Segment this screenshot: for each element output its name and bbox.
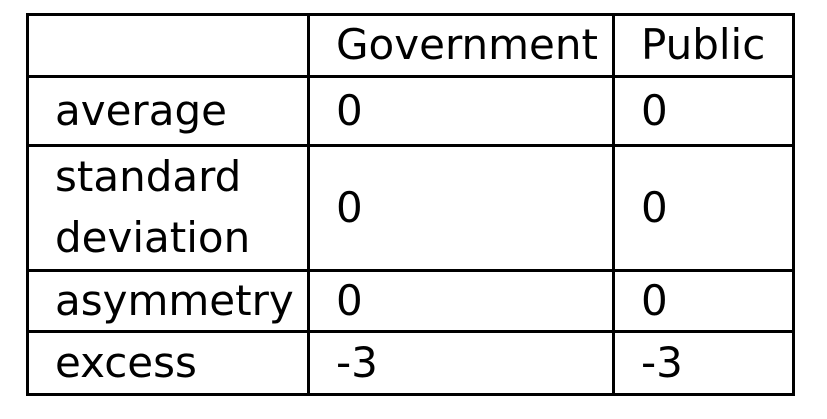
cell-average-public: 0 xyxy=(612,75,795,147)
cell-standard-deviation-public: 0 xyxy=(612,144,795,272)
statistics-table: Government Public average 0 0 standard d… xyxy=(26,13,795,396)
header-public: Public xyxy=(612,13,795,78)
row-label-excess: excess xyxy=(26,329,310,396)
cell-asymmetry-government: 0 xyxy=(307,268,615,333)
row-label-line-2: deviation xyxy=(55,212,251,262)
row-label-average: average xyxy=(26,75,310,147)
cell-standard-deviation-government: 0 xyxy=(307,144,615,272)
row-label-line-1: standard xyxy=(55,152,242,201)
table-row-standard-deviation: standard deviation 0 0 xyxy=(26,144,795,272)
row-label-asymmetry: asymmetry xyxy=(26,268,310,333)
cell-asymmetry-public: 0 xyxy=(612,268,795,333)
cell-excess-public: -3 xyxy=(612,329,795,396)
header-row: Government Public xyxy=(26,13,795,78)
row-label-standard-deviation: standard deviation xyxy=(26,144,310,272)
table-row-asymmetry: asymmetry 0 0 xyxy=(26,268,795,333)
table-row-excess: excess -3 -3 xyxy=(26,329,795,396)
header-corner-cell xyxy=(26,13,310,78)
cell-average-government: 0 xyxy=(307,75,615,147)
header-government: Government xyxy=(307,13,615,78)
cell-excess-government: -3 xyxy=(307,329,615,396)
table-row-average: average 0 0 xyxy=(26,75,795,147)
